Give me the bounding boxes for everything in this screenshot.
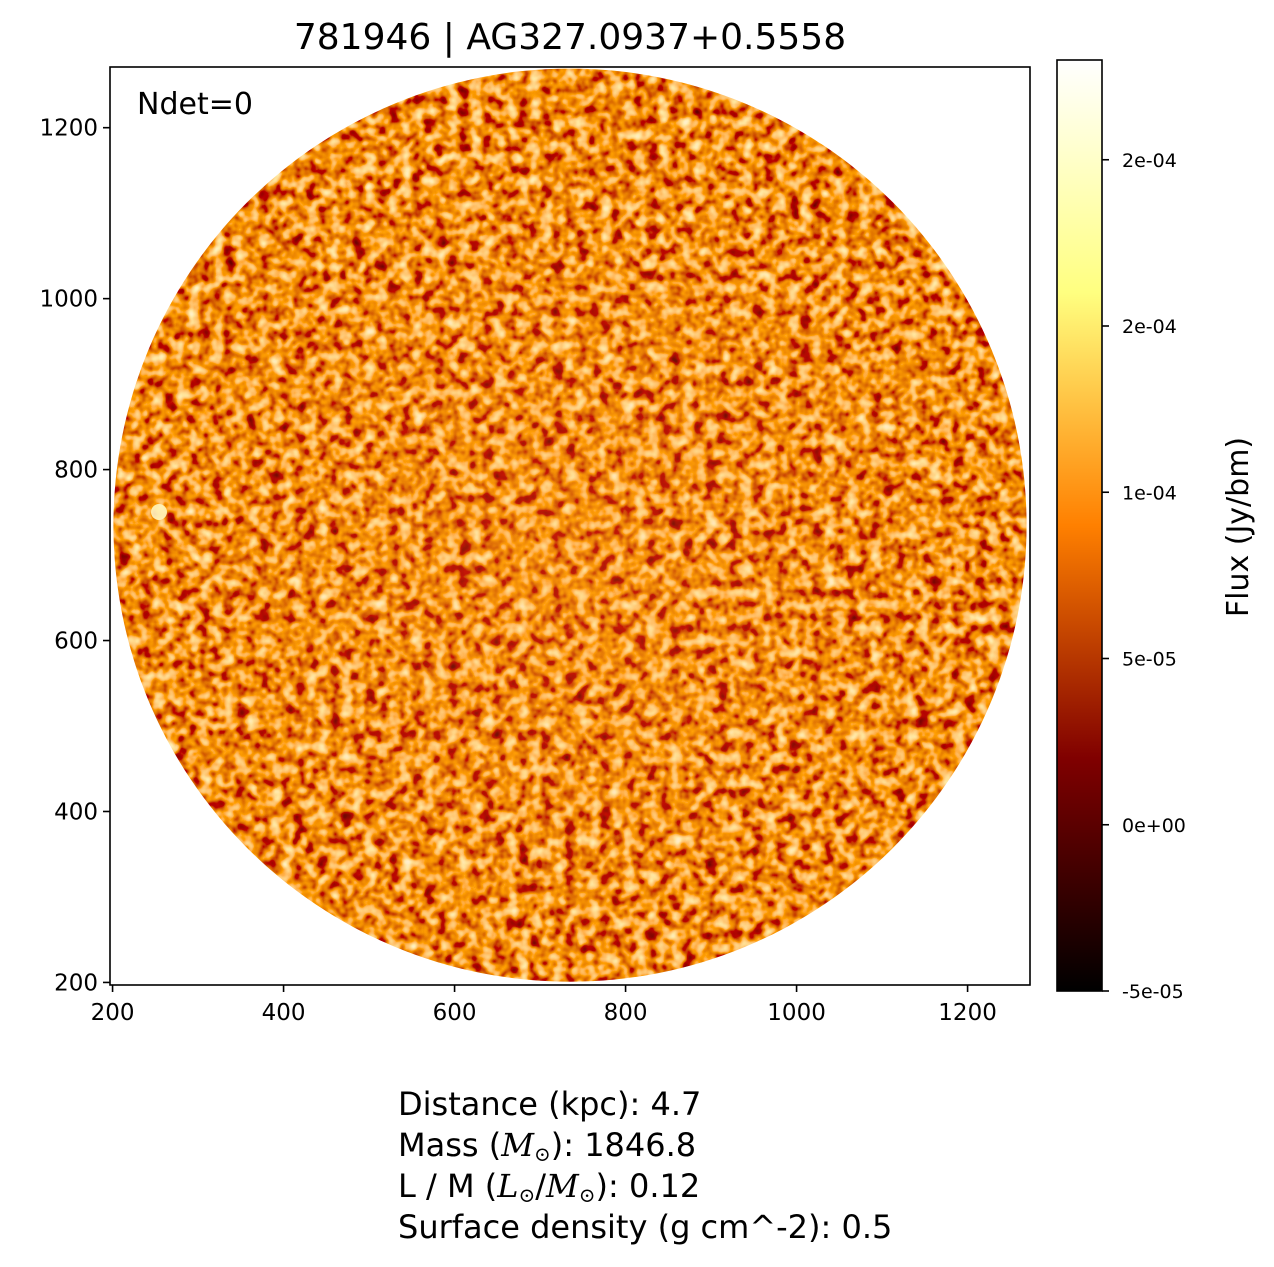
lm-prefix: L / M ( [398,1167,498,1205]
colorbar-label: Flux (Jy/bm) [1221,437,1256,617]
chart-title: 781946 | AG327.0937+0.5558 [294,17,846,58]
y-tick-label: 600 [54,629,98,655]
colorbar-gradient [1057,60,1102,991]
y-tick-label: 400 [54,799,98,825]
mass-symbol: M⊙ [501,1126,551,1166]
image-disk [113,68,1027,982]
plot-area: Ndet=0 200 400 600 800 1000 1200 200 400 600 800… [39,66,1031,1026]
y-axis: 200 400 600 800 1000 1200 [39,116,110,996]
x-tick-label: 1000 [767,1000,826,1026]
sun-subscript: ⊙ [578,1183,596,1207]
sun-subscript: ⊙ [533,1142,551,1166]
colorbar-tick-label: 1e-04 [1122,482,1177,504]
mass-text: Mass (M⊙): 1846.8 [398,1125,696,1174]
colorbar-tick-label: 2e-04 [1122,316,1177,338]
ndet-annotation: Ndet=0 [137,87,253,122]
bright-spot [151,504,167,520]
x-tick-label: 1200 [938,1000,997,1026]
colorbar-tick-label: 0e+00 [1122,815,1186,837]
x-tick-label: 400 [262,1000,306,1026]
lm-mass-symbol: M⊙ [546,1167,596,1207]
lm-slash: / [535,1167,547,1205]
colorbar-ticks: -5e-05 0e+00 5e-05 1e-04 2e-04 2e-04 [1102,150,1186,1003]
lm-value: ): 0.12 [595,1167,701,1205]
y-tick-label: 200 [54,970,98,996]
y-tick-label: 1000 [39,287,98,313]
x-tick-label: 600 [433,1000,477,1026]
x-tick-label: 800 [604,1000,648,1026]
colorbar-tick-label: 2e-04 [1122,150,1177,172]
lm-luminosity-symbol: L⊙ [497,1167,536,1207]
sun-subscript: ⊙ [518,1183,536,1207]
plot-frame [109,66,1031,986]
distance-text: Distance (kpc): 4.7 [398,1085,702,1123]
lm-text: L / M (L⊙/M⊙): 0.12 [398,1166,700,1215]
y-tick-label: 800 [54,458,98,484]
x-tick-label: 200 [91,1000,135,1026]
y-tick-label: 1200 [39,116,98,142]
mass-value: ): 1846.8 [550,1126,697,1164]
flux-glow [113,68,1027,982]
colorbar-tick-label: -5e-05 [1122,981,1184,1003]
x-axis: 200 400 600 800 1000 1200 [91,985,997,1026]
colorbar-tick-label: 5e-05 [1122,649,1177,671]
colorbar-frame [1056,59,1103,992]
colorbar: -5e-05 0e+00 5e-05 1e-04 2e-04 2e-04 Flux (Jy… [1056,59,1256,1003]
surface-density-text: Surface density (g cm^-2): 0.5 [398,1208,893,1246]
mass-prefix: Mass ( [398,1126,502,1164]
